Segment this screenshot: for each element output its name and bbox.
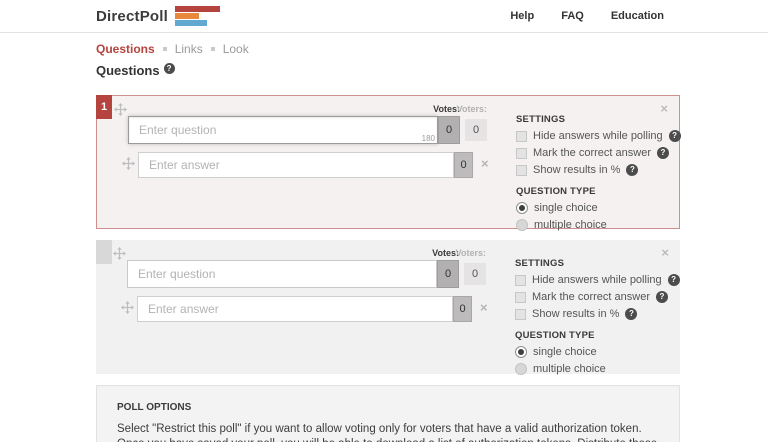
type-multiple-choice[interactable]: multiple choice (516, 219, 691, 231)
setting-mark-correct[interactable]: Mark the correct answer ? (515, 291, 690, 303)
checkbox[interactable] (516, 147, 527, 159)
checkbox[interactable] (516, 130, 527, 142)
question-input[interactable] (127, 260, 437, 288)
setting-label: Mark the correct answer (532, 291, 650, 303)
tab-links[interactable]: Links (174, 42, 203, 56)
setting-mark-correct[interactable]: Mark the correct answer ? (516, 147, 691, 159)
radio-unselected[interactable] (515, 363, 527, 375)
char-counter: 180 (421, 134, 435, 143)
header-links: Help FAQ Education (510, 10, 664, 22)
answer-votes-count: 0 (454, 152, 473, 178)
answer-input[interactable] (137, 296, 453, 322)
checkbox[interactable] (516, 164, 527, 176)
setting-label: Hide answers while polling (533, 130, 663, 142)
close-question-icon[interactable]: × (660, 101, 668, 116)
type-label: multiple choice (534, 219, 607, 231)
page-title: Questions ? (96, 63, 768, 78)
question-settings-panel: SETTINGS Hide answers while polling ? Ma… (516, 114, 691, 236)
setting-show-percent[interactable]: Show results in % ? (516, 164, 691, 176)
directpoll-logo-icon (175, 6, 221, 26)
question-settings-panel: SETTINGS Hide answers while polling ? Ma… (515, 258, 690, 380)
type-single-choice[interactable]: single choice (515, 346, 690, 358)
logo-bar-red (175, 6, 221, 12)
poll-options-panel: POLL OPTIONS Select "Restrict this poll"… (96, 385, 680, 442)
setting-hide-answers[interactable]: Hide answers while polling ? (515, 274, 690, 286)
question-number-badge (96, 240, 112, 264)
question-block-2: Votes: Voters: 0 0 0 × × SETTINGS Hide a… (96, 240, 680, 375)
help-icon[interactable]: ? (625, 308, 638, 320)
type-multiple-choice[interactable]: multiple choice (515, 363, 690, 375)
delete-answer-icon[interactable]: × (481, 156, 489, 171)
type-label: multiple choice (533, 363, 606, 375)
question-type-title: QUESTION TYPE (515, 330, 595, 341)
brand[interactable]: DirectPoll (96, 6, 221, 26)
answer-votes-count: 0 (453, 296, 472, 322)
votes-label: Votes: (433, 104, 460, 114)
tab-look[interactable]: Look (222, 42, 249, 56)
radio-selected[interactable] (516, 202, 528, 214)
move-question-handle-icon[interactable] (114, 103, 127, 116)
nav-separator (210, 47, 215, 51)
checkbox[interactable] (515, 308, 526, 320)
settings-title: SETTINGS (515, 258, 565, 269)
type-single-choice[interactable]: single choice (516, 202, 691, 214)
nav-separator (162, 47, 167, 51)
votes-label: Votes: (432, 248, 459, 258)
setting-show-percent[interactable]: Show results in % ? (515, 308, 690, 320)
type-label: single choice (533, 346, 597, 358)
voters-count: 0 (464, 263, 486, 285)
main-content: Questions Links Look Questions ? 1 Votes… (0, 33, 768, 442)
faq-link[interactable]: FAQ (561, 10, 584, 22)
question-number-badge: 1 (96, 95, 112, 119)
voters-count: 0 (465, 119, 487, 141)
votes-count: 0 (438, 116, 460, 144)
setting-label: Hide answers while polling (532, 274, 662, 286)
page-title-text: Questions (96, 63, 160, 78)
setting-hide-answers[interactable]: Hide answers while polling ? (516, 130, 691, 142)
help-icon[interactable]: ? (626, 164, 639, 176)
answer-input[interactable] (138, 152, 454, 178)
question-block-1: 1 Votes: Voters: 180 0 0 0 × × SETTINGS … (96, 95, 681, 231)
votes-count: 0 (437, 260, 459, 288)
move-question-handle-icon[interactable] (113, 247, 126, 260)
close-question-icon[interactable]: × (661, 245, 669, 260)
top-header: DirectPoll Help FAQ Education (0, 0, 768, 33)
radio-unselected[interactable] (516, 219, 528, 231)
help-icon[interactable]: ? (163, 63, 175, 74)
setting-label: Mark the correct answer (533, 147, 651, 159)
checkbox[interactable] (515, 274, 526, 286)
setting-label: Show results in % (532, 308, 620, 320)
radio-selected[interactable] (515, 346, 527, 358)
brand-name: DirectPoll (96, 7, 169, 25)
setting-label: Show results in % (533, 164, 621, 176)
settings-title: SETTINGS (516, 114, 566, 125)
help-icon[interactable]: ? (668, 130, 681, 142)
voters-label: Voters: (456, 104, 487, 114)
voters-label: Voters: (455, 248, 486, 258)
logo-bar-blue (175, 20, 208, 26)
delete-answer-icon[interactable]: × (480, 300, 488, 315)
help-link[interactable]: Help (510, 10, 535, 22)
poll-options-description: Select "Restrict this poll" if you want … (117, 423, 657, 442)
help-icon[interactable]: ? (655, 291, 668, 303)
move-answer-handle-icon[interactable] (121, 301, 134, 314)
checkbox[interactable] (515, 291, 526, 303)
question-type-title: QUESTION TYPE (516, 186, 596, 197)
help-icon[interactable]: ? (656, 147, 669, 159)
type-label: single choice (534, 202, 598, 214)
question-input[interactable] (128, 116, 438, 144)
move-answer-handle-icon[interactable] (122, 157, 135, 170)
help-icon[interactable]: ? (667, 274, 680, 286)
tab-questions[interactable]: Questions (96, 42, 155, 56)
logo-bar-orange (175, 13, 200, 19)
poll-options-title: POLL OPTIONS (117, 402, 192, 413)
section-tabs: Questions Links Look (96, 42, 768, 56)
education-link[interactable]: Education (610, 10, 664, 22)
